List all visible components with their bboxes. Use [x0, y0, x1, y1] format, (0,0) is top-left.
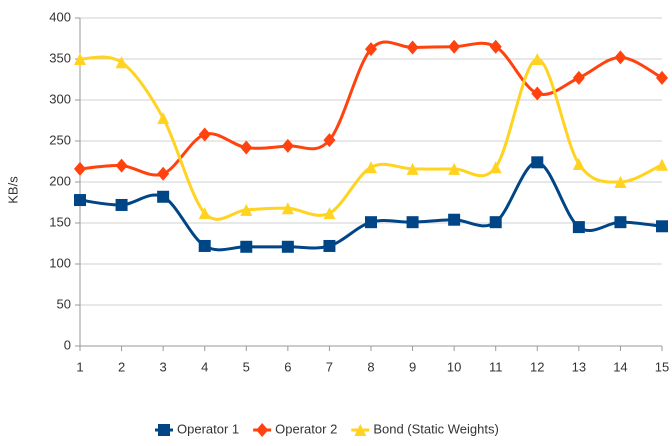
marker	[489, 216, 502, 229]
series-line	[79, 55, 663, 221]
x-tick-label: 4	[201, 359, 208, 374]
y-tick-label: 200	[49, 173, 71, 188]
y-tick-label: 250	[49, 132, 71, 147]
marker	[74, 53, 86, 65]
marker	[74, 194, 86, 207]
x-tick-label: 9	[409, 359, 416, 374]
marker	[572, 70, 585, 85]
marker	[323, 207, 336, 220]
x-tick-label: 6	[284, 359, 291, 374]
marker	[531, 156, 544, 169]
marker	[489, 39, 502, 54]
marker	[281, 240, 294, 253]
marker	[614, 176, 627, 188]
x-tick-label: 12	[530, 359, 544, 374]
series	[74, 39, 668, 181]
marker	[281, 202, 294, 215]
x-tick-label: 1	[76, 359, 83, 374]
marker	[365, 42, 377, 57]
y-tick-label: 50	[57, 296, 71, 311]
marker	[365, 216, 377, 229]
x-tick-label: 10	[447, 359, 461, 374]
marker	[406, 216, 419, 229]
marker	[365, 161, 377, 174]
marker	[281, 138, 294, 153]
x-tick-label: 11	[489, 359, 503, 374]
marker	[406, 162, 419, 175]
y-tick-label: 0	[64, 337, 71, 352]
y-axis-label: KB/s	[5, 176, 20, 204]
marker	[240, 203, 253, 216]
y-tick-label: 400	[49, 9, 71, 24]
marker	[115, 198, 128, 211]
x-tick-label: 5	[243, 359, 250, 374]
series	[74, 156, 668, 253]
y-tick-label: 300	[49, 91, 71, 106]
marker	[531, 53, 544, 65]
marker	[489, 161, 502, 174]
x-tick-label: 2	[118, 359, 125, 374]
x-tick-label: 7	[326, 359, 333, 374]
marker	[157, 190, 170, 203]
marker	[572, 221, 585, 234]
marker	[323, 133, 336, 148]
marker	[74, 161, 86, 176]
marker	[448, 39, 461, 54]
marker	[656, 158, 668, 171]
marker	[240, 240, 253, 253]
x-tick-label: 8	[367, 359, 374, 374]
legend-label: Operator 1	[177, 421, 239, 436]
legend-label: Bond (Static Weights)	[373, 421, 498, 436]
y-tick-label: 100	[49, 255, 71, 270]
marker	[614, 50, 627, 65]
marker	[448, 162, 461, 175]
marker	[572, 157, 585, 170]
marker	[198, 127, 211, 142]
marker	[614, 216, 627, 229]
legend-marker	[158, 424, 170, 436]
marker	[656, 70, 668, 85]
marker	[198, 239, 211, 252]
marker	[531, 86, 544, 101]
marker	[115, 158, 128, 173]
x-tick-label: 3	[160, 359, 167, 374]
marker	[406, 40, 419, 55]
marker	[240, 140, 253, 155]
legend-label: Operator 2	[275, 421, 337, 436]
x-tick-label: 13	[572, 359, 586, 374]
x-tick-label: 14	[613, 359, 627, 374]
marker	[448, 213, 461, 226]
marker	[115, 56, 128, 69]
y-tick-label: 350	[49, 50, 71, 65]
marker	[323, 239, 336, 252]
x-tick-label: 15	[655, 359, 669, 374]
legend-marker	[354, 424, 367, 436]
marker	[157, 112, 170, 125]
y-tick-label: 150	[49, 214, 71, 229]
marker	[198, 207, 211, 220]
series	[74, 53, 668, 221]
marker	[656, 220, 668, 233]
marker	[157, 166, 170, 181]
legend-marker	[256, 423, 269, 437]
